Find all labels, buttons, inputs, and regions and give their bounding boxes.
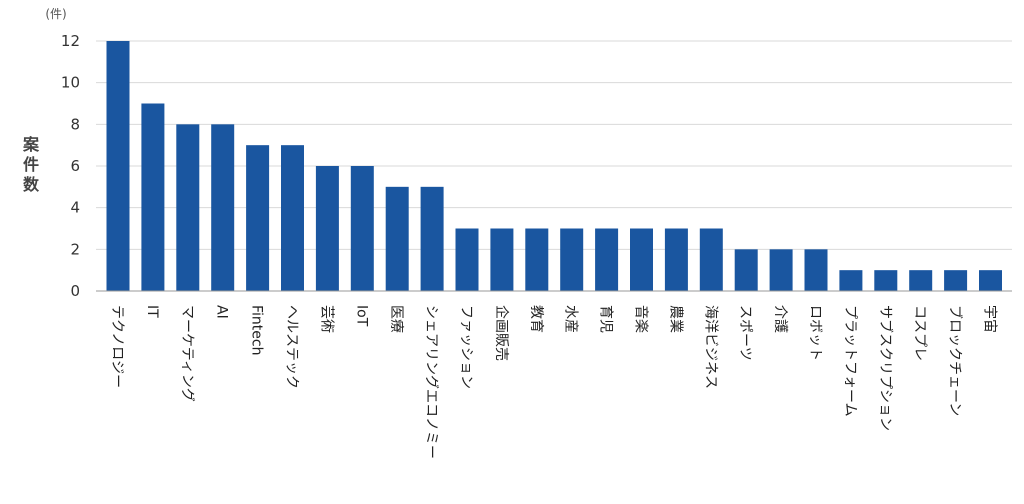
x-category-label: 海洋ビジネス	[702, 305, 718, 389]
y-axis-title: 案件数	[22, 135, 40, 194]
bars: テクノロジー IT マーケティング AI Fintech ヘルステック 芸術 IoT 医療 シェア…	[106, 41, 1002, 459]
x-category-label: テクノロジー	[109, 305, 125, 388]
y-tick-label: 2	[70, 240, 80, 258]
x-category-label: IoT	[353, 305, 369, 327]
x-category-label: ロボット	[807, 305, 823, 361]
x-category-label: コスプレ	[912, 305, 928, 361]
y-axis-title-char: 案	[22, 135, 40, 154]
x-category-label: 企画販売	[493, 305, 510, 361]
bar	[560, 228, 584, 291]
x-category-label: ブロックチェーン	[947, 305, 964, 416]
bar	[699, 228, 723, 291]
bar	[315, 166, 339, 291]
x-category-label: 農業	[667, 305, 683, 333]
y-tick-label: 10	[61, 74, 80, 92]
x-category-label: 育児	[598, 305, 614, 333]
bar	[106, 41, 130, 291]
x-category-label: 宇宙	[982, 305, 998, 333]
x-category-label: ヘルステック	[284, 305, 300, 389]
y-unit-label: (件)	[45, 7, 66, 21]
y-tick-label: 8	[70, 115, 80, 133]
x-category-label: AI	[214, 305, 230, 319]
bar	[664, 228, 688, 291]
x-category-label: シェアリングエコノミー	[423, 305, 439, 459]
bar	[176, 124, 200, 291]
x-category-label: マーケティング	[179, 305, 195, 402]
bar	[281, 145, 304, 291]
bar	[420, 186, 444, 291]
x-category-label: サブスクリプション	[877, 305, 894, 431]
x-category-label: Fintech	[249, 305, 265, 355]
bar	[211, 124, 235, 291]
bar	[246, 145, 270, 291]
bar	[769, 249, 793, 291]
y-axis-title-char: 数	[23, 175, 40, 194]
bar	[595, 228, 619, 291]
y-tick-label: 4	[70, 199, 80, 217]
y-tick-label: 12	[61, 32, 80, 50]
bar	[385, 186, 409, 291]
x-category-label: 水産	[563, 305, 579, 333]
x-category-label: IT	[144, 305, 160, 318]
bar	[909, 270, 933, 291]
x-category-label: 音楽	[633, 305, 650, 333]
y-tick-label: 6	[70, 157, 80, 175]
bar	[525, 228, 549, 291]
x-category-label: ファッション	[458, 305, 474, 389]
bar	[944, 270, 968, 291]
bar	[734, 249, 758, 291]
x-category-label: 介護	[772, 305, 788, 333]
x-category-label: 芸術	[318, 305, 334, 333]
x-category-label: スポーツ	[737, 305, 753, 361]
bar	[804, 249, 828, 291]
y-tick-label: 0	[70, 282, 80, 300]
axes: 0 2 4 6 8 10 12	[61, 32, 1012, 300]
bar	[630, 228, 653, 291]
x-category-label: 教育	[528, 305, 544, 333]
bar	[874, 270, 898, 291]
bar	[839, 270, 863, 291]
bar	[350, 166, 374, 291]
bar	[455, 228, 479, 291]
bar	[141, 103, 165, 291]
y-axis-title-char: 件	[23, 155, 39, 174]
x-category-label: プラットフォーム	[842, 305, 858, 417]
bar	[490, 228, 514, 291]
x-category-label: 医療	[388, 305, 405, 333]
bar	[979, 270, 1002, 291]
